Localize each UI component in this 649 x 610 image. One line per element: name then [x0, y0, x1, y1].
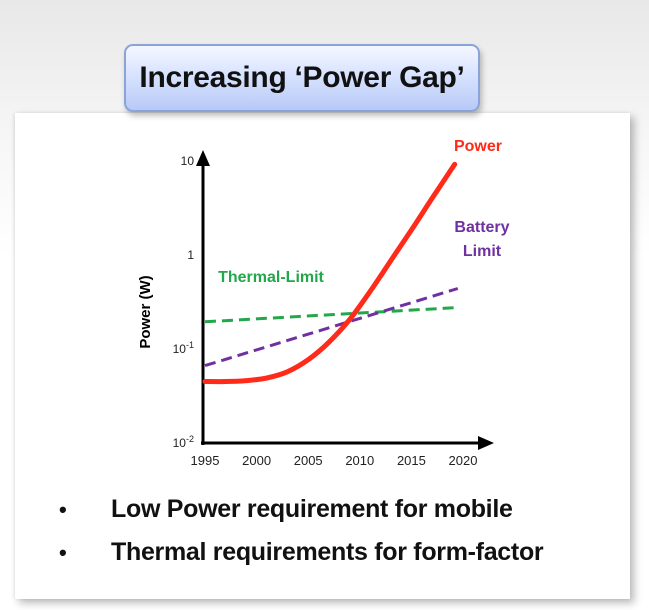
slide-title: Increasing ‘Power Gap’ [139, 61, 465, 94]
chart-axes [196, 150, 494, 450]
y-tick-labels: 10 1 10-1 10-2 [173, 154, 195, 450]
slide-title-box: Increasing ‘Power Gap’ [124, 44, 480, 112]
series-layer [202, 161, 459, 385]
y-tick-label: 10 [181, 154, 195, 168]
x-axis-arrowhead [478, 436, 494, 450]
x-tick-label: 2005 [294, 453, 323, 468]
x-tick-labels: 1995 2000 2005 2010 2015 2020 [191, 453, 478, 468]
x-tick-label: 2000 [242, 453, 271, 468]
x-tick-label: 2015 [397, 453, 426, 468]
series-labels: Power Battery Limit Thermal-Limit [218, 138, 510, 286]
power-line [202, 161, 458, 385]
bullet-dot: • [59, 539, 67, 565]
x-tick-label: 1995 [191, 453, 220, 468]
y-axis-arrowhead [196, 150, 210, 166]
battery-limit-line [204, 287, 459, 368]
power-label: Power [454, 138, 502, 155]
bullet-dot: • [59, 496, 67, 522]
y-axis-label: Power (W) [137, 275, 154, 348]
bullet-text: Low Power requirement for mobile [111, 495, 513, 523]
battery-limit-label: Battery Limit [454, 219, 509, 260]
y-tick-label: 10-2 [173, 434, 194, 450]
y-tick-label: 1 [187, 248, 194, 262]
thermal-limit-label: Thermal-Limit [218, 269, 324, 286]
x-tick-label: 2020 [449, 453, 478, 468]
bullet-list: • Low Power requirement for mobile • Therma… [50, 488, 620, 574]
x-tick-label: 2010 [345, 453, 374, 468]
bullet-item: • Low Power requirement for mobile [50, 488, 620, 531]
bullet-item: • Thermal requirements for form-factor [50, 531, 620, 574]
thermal-limit-line [204, 306, 458, 324]
content-card [15, 113, 630, 599]
y-tick-label: 10-1 [173, 340, 194, 356]
bullet-text: Thermal requirements for form-factor [111, 538, 544, 566]
